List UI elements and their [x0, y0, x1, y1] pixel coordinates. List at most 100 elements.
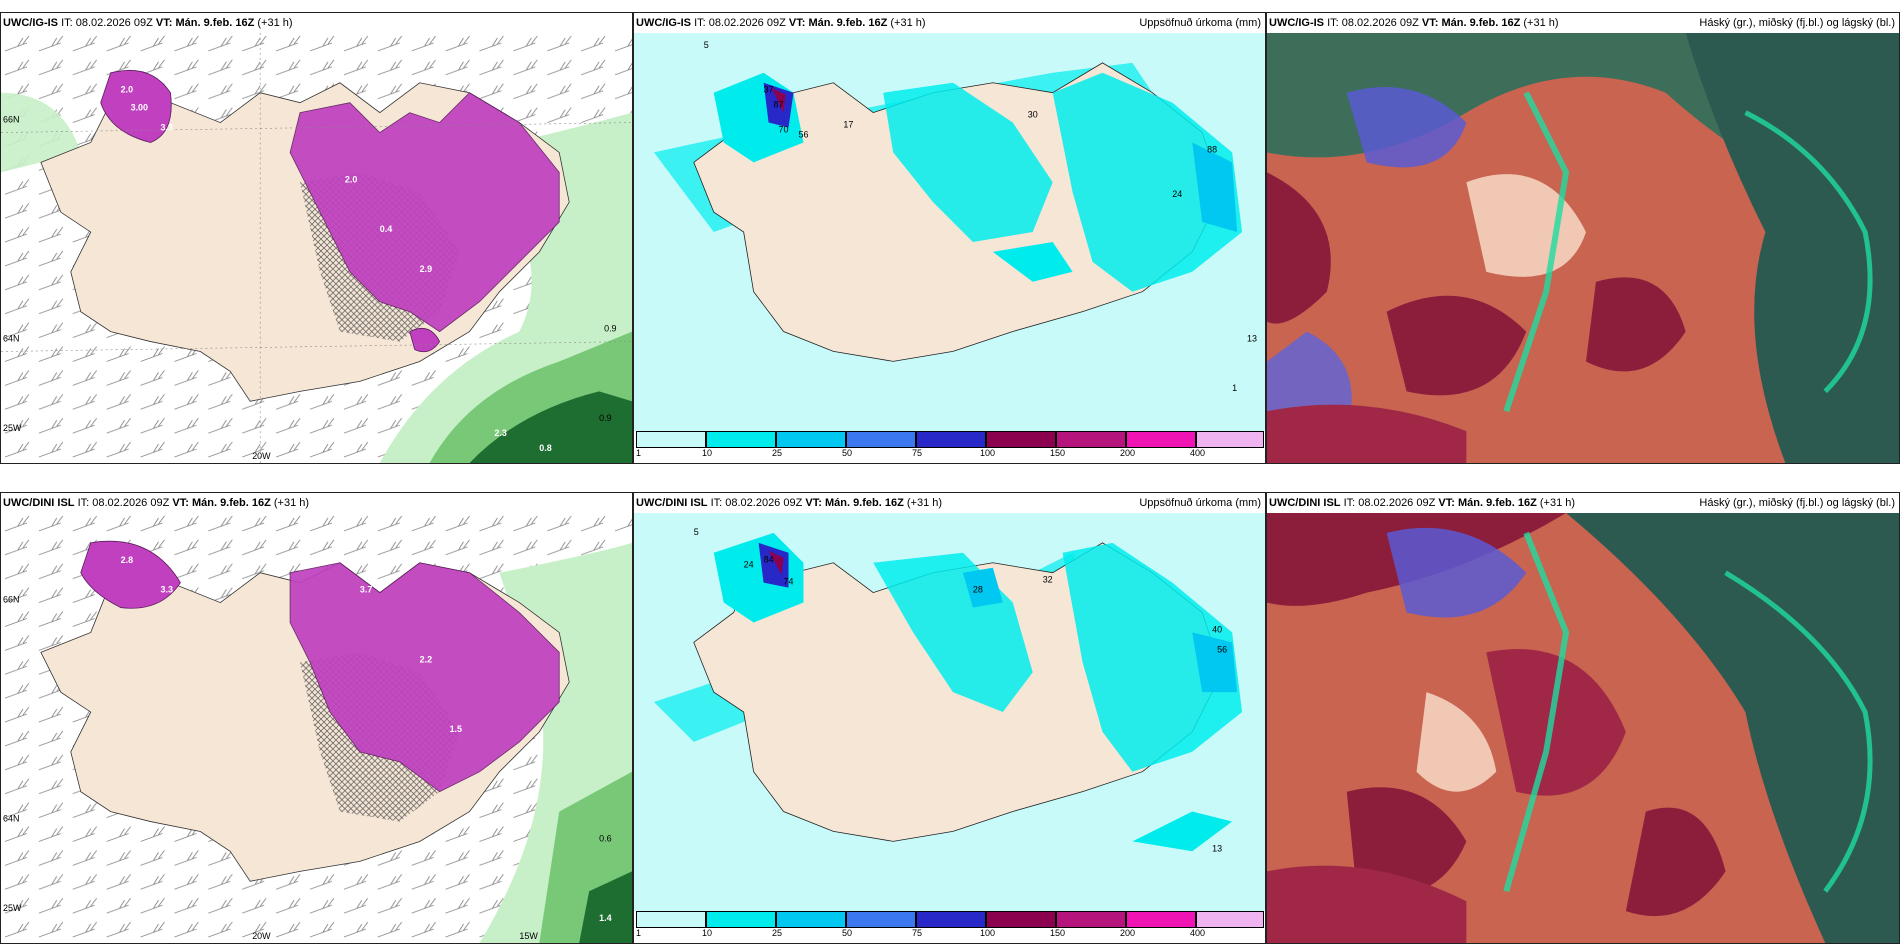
- colorbar-swatch: [1196, 911, 1264, 928]
- value-label: 56: [1217, 644, 1227, 654]
- value-label: 88: [1207, 144, 1217, 154]
- value-label: 87: [774, 100, 784, 110]
- value-label: 2.0: [345, 174, 357, 184]
- colorbar-tick: 10: [702, 448, 713, 458]
- colorbar-tick: 400: [1190, 928, 1206, 938]
- colorbar-tick: 100: [980, 448, 996, 458]
- value-label: 5: [694, 527, 699, 537]
- colorbar-swatch: [916, 911, 986, 928]
- precip-map: 5 24 84 74 28 32 40 56 13: [634, 513, 1265, 911]
- colorbar-tick: 50: [842, 448, 853, 458]
- value-label: 2.2: [420, 654, 432, 664]
- valid-time: Mán. 9.feb. 16Z: [808, 17, 888, 29]
- value-label: 74: [784, 577, 794, 587]
- value-label: 5: [704, 40, 709, 50]
- map-panel-top-left: UWC/IG-IS IT: 08.02.2026 09Z VT: Mán. 9.…: [0, 12, 633, 464]
- it-label: IT:: [694, 17, 706, 29]
- colorbar-swatch: [1126, 911, 1196, 928]
- value-label: 0.9: [599, 413, 611, 423]
- colorbar-swatch: [636, 911, 706, 928]
- value-label: 2.0: [121, 85, 133, 95]
- colorbar-swatch: [706, 431, 776, 448]
- colorbar-tick: 75: [912, 448, 923, 458]
- colorbar-tick: 200: [1120, 928, 1136, 938]
- colorbar-swatch: [846, 911, 916, 928]
- valid-time: Mán. 9.feb. 16Z: [175, 17, 255, 29]
- colorbar-tick: 1: [636, 928, 642, 938]
- init-time: 08.02.2026 09Z: [1358, 497, 1436, 509]
- value-label: 1.4: [599, 913, 611, 923]
- value-label: 3.3: [160, 123, 172, 133]
- lead-time: (+31 h): [257, 17, 293, 29]
- init-time: 08.02.2026 09Z: [1341, 17, 1419, 29]
- colorbar-swatch: [916, 431, 986, 448]
- panel-header: UWC/IG-IS IT: 08.02.2026 09Z VT: Mán. 9.…: [634, 13, 1265, 33]
- it-label: IT:: [61, 17, 73, 29]
- model-name: UWC/IG-IS: [1269, 17, 1324, 29]
- map-canvas: 66N 64N 20W 25W 2.0 3.00 3.3 2.0 0.4 2.9…: [1, 33, 632, 463]
- init-time: 08.02.2026 09Z: [75, 17, 153, 29]
- colorbar-swatch: [986, 431, 1056, 448]
- value-label: 24: [1172, 189, 1182, 199]
- vt-label: VT:: [805, 497, 822, 509]
- it-label: IT:: [710, 497, 723, 509]
- map-panel-bottom-left: UWC/DINI ISL IT: 08.02.2026 09Z VT: Mán.…: [0, 492, 633, 944]
- field-title: Háský (gr.), miðský (fj.bl.) og lágský (…: [1699, 497, 1895, 509]
- colorbar-tick: 200: [1120, 448, 1136, 458]
- value-label: 13: [1247, 333, 1257, 343]
- value-label: 32: [1043, 575, 1053, 585]
- lead-time: (+31 h): [906, 497, 943, 509]
- colorbar-swatch: [846, 431, 916, 448]
- lead-time: (+31 h): [890, 17, 926, 29]
- lon-label-15: 15W: [519, 931, 538, 941]
- valid-time: Mán. 9.feb. 16Z: [824, 497, 904, 509]
- value-label: 37: [764, 85, 774, 95]
- colorbar-tick: 75: [912, 928, 923, 938]
- init-time: 08.02.2026 09Z: [725, 497, 803, 509]
- wind-snow-map: 66N 64N 20W 15W 25W 2.8 3.7 3.3 2.2 1.5 …: [1, 513, 632, 943]
- value-label: 24: [744, 560, 754, 570]
- init-time: 08.02.2026 09Z: [92, 497, 170, 509]
- model-name: UWC/DINI ISL: [1269, 497, 1341, 509]
- lon-label-20: 20W: [252, 451, 271, 461]
- it-label: IT:: [1343, 497, 1356, 509]
- colorbar-swatch: [1126, 431, 1196, 448]
- lat-label-64: 64N: [3, 334, 19, 344]
- lon-label-25: 25W: [3, 423, 22, 433]
- map-panel-bottom-middle: UWC/DINI ISL IT: 08.02.2026 09Z VT: Mán.…: [633, 492, 1266, 944]
- init-time: 08.02.2026 09Z: [708, 17, 786, 29]
- value-label: 28: [973, 585, 983, 595]
- value-label: 56: [798, 129, 808, 139]
- value-label: 3.3: [160, 585, 172, 595]
- colorbar-tick: 10: [702, 928, 713, 938]
- vt-label: VT:: [1421, 17, 1439, 29]
- vt-label: VT:: [155, 17, 173, 29]
- value-label: 40: [1212, 624, 1222, 634]
- panel-header: UWC/DINI ISL IT: 08.02.2026 09Z VT: Mán.…: [634, 493, 1265, 513]
- map-panel-top-right: UWC/IG-IS IT: 08.02.2026 09Z VT: Mán. 9.…: [1266, 12, 1900, 464]
- model-name: UWC/IG-IS: [636, 17, 691, 29]
- field-title: Háský (gr.), miðský (fj.bl.) og lágský (…: [1699, 17, 1895, 29]
- colorbar-tick: 25: [772, 928, 783, 938]
- value-label: 3.00: [131, 103, 148, 113]
- lead-time: (+31 h): [1539, 497, 1576, 509]
- value-label: 3.7: [360, 585, 372, 595]
- model-name: UWC/DINI ISL: [636, 497, 708, 509]
- lat-label-66: 66N: [3, 115, 19, 125]
- colorbar-swatch: [1196, 431, 1264, 448]
- value-label: 2.9: [420, 264, 432, 274]
- colorbar: 1 10 25 50 75 100 150 200 400: [634, 911, 1265, 939]
- valid-time: Mán. 9.feb. 16Z: [1441, 17, 1521, 29]
- map-canvas: 66N 64N 20W 15W 25W 2.8 3.7 3.3 2.2 1.5 …: [1, 513, 632, 943]
- precip-map: 5 37 87 70 56 17 30 88 24 1 13: [634, 33, 1265, 431]
- map-panel-top-middle: UWC/IG-IS IT: 08.02.2026 09Z VT: Mán. 9.…: [633, 12, 1266, 464]
- valid-time: Mán. 9.feb. 16Z: [1457, 497, 1537, 509]
- cloud-map: [1267, 513, 1899, 943]
- map-panel-bottom-right: UWC/DINI ISL IT: 08.02.2026 09Z VT: Mán.…: [1266, 492, 1900, 944]
- cloud-map: [1267, 33, 1899, 463]
- value-label: 13: [1212, 843, 1222, 853]
- colorbar-tick: 400: [1190, 448, 1206, 458]
- colorbar-swatch: [776, 431, 846, 448]
- valid-time: Mán. 9.feb. 16Z: [191, 497, 271, 509]
- it-label: IT:: [1327, 17, 1339, 29]
